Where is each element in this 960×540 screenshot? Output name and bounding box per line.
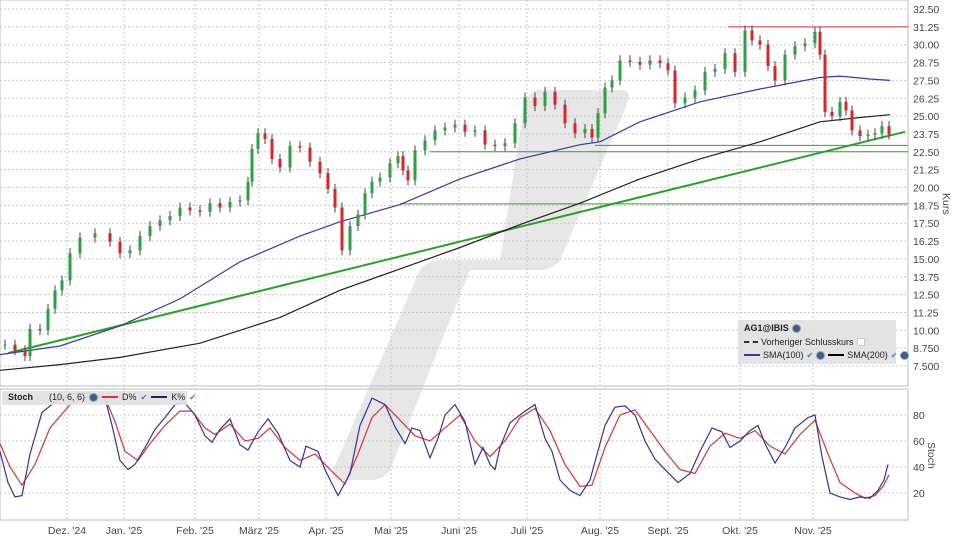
dashed-line-icon: [744, 341, 758, 343]
prev-close-label: Vorheriger Schlusskurs: [761, 337, 854, 347]
time-tick-label: Juni '25: [441, 525, 477, 537]
sma200-label: SMA(200): [847, 350, 888, 360]
prev-close-checkbox[interactable]: [856, 338, 865, 346]
price-tick-label: 25.00: [913, 111, 939, 123]
price-tick-label: 15.00: [913, 254, 939, 266]
price-tick-label: 7.500: [913, 361, 939, 373]
time-tick-label: Nov. '25: [794, 525, 832, 537]
time-tick-label: Sept. '25: [647, 525, 688, 537]
horizontal-support-resistance-lines: [7, 26, 908, 355]
price-tick-label: 28.75: [913, 58, 939, 70]
price-tick-label: 21.25: [913, 165, 939, 177]
stochastic-lines: [0, 392, 890, 501]
stoch-settings-icon[interactable]: [89, 392, 99, 402]
sma100-line: [0, 75, 891, 356]
stoch-grid: [0, 414, 908, 494]
price-tick-label: 13.75: [913, 272, 939, 284]
stoch-params: (10, 6, 6): [49, 392, 86, 402]
stoch-k-line: [0, 392, 889, 501]
price-tick-label: 12.50: [913, 290, 939, 302]
time-tick-label: Aug. '25: [581, 525, 619, 537]
stoch-tick-label: 40: [913, 462, 925, 474]
price-grid: [0, 8, 908, 367]
d-label: D%: [122, 392, 137, 402]
sma100-line-icon: [744, 354, 760, 356]
price-tick-label: 23.75: [913, 129, 939, 141]
price-tick-label: 11.25: [913, 307, 939, 319]
time-tick-label: März '25: [239, 525, 279, 537]
k-line-icon: [151, 396, 168, 398]
price-tick-label: 20.00: [913, 183, 939, 195]
stoch-axis-title: Stoch: [925, 442, 937, 469]
time-tick-label: Mai '25: [374, 525, 408, 537]
k-label: K%: [171, 392, 186, 402]
sma100-label: SMA(100): [763, 350, 804, 360]
stoch-name: Stoch: [8, 392, 34, 402]
stoch-tick-label: 80: [913, 410, 925, 422]
stoch-legend: Stoch (10, 6, 6) D% ✔ K% ✔: [2, 391, 196, 405]
stoch-panel: [0, 388, 909, 521]
price-tick-label: 27.50: [913, 75, 939, 87]
price-tick-label: 30.00: [913, 40, 939, 52]
price-axis-ticks: 32.50 31.25 30.00 28.75 27.50 26.25 25.00 23.75…: [913, 4, 939, 373]
time-tick-label: Dez. '24: [48, 525, 86, 537]
stoch-tick-label: 20: [913, 488, 925, 500]
d-checkmark-icon[interactable]: ✔: [140, 392, 148, 402]
price-axis-title: Kurs: [940, 193, 952, 215]
trendline: [7, 130, 906, 355]
price-tick-label: 26.25: [913, 93, 939, 105]
sma100-checkmark-icon[interactable]: ✔: [806, 350, 814, 360]
sma200-settings-icon[interactable]: [900, 350, 910, 360]
stoch-axis-ticks: 80 60 40 20: [913, 410, 925, 500]
price-tick-label: 10.00: [913, 325, 939, 337]
sma100-settings-icon[interactable]: [816, 350, 826, 360]
time-tick-label: Feb. '25: [176, 525, 214, 537]
price-tick-label: 18.75: [913, 200, 939, 212]
time-tick-label: Juli '25: [511, 525, 544, 537]
k-checkmark-icon[interactable]: ✔: [189, 392, 196, 402]
price-tick-label: 16.25: [913, 236, 939, 248]
time-tick-label: Okt. '25: [722, 525, 758, 537]
price-tick-label: 22.50: [913, 147, 939, 159]
time-tick-label: Apr. '25: [308, 525, 343, 537]
moving-average-lines: [0, 75, 891, 371]
watermark-logo: [332, 90, 629, 480]
time-tick-label: Jan. '25: [106, 525, 143, 537]
settings-gear-icon[interactable]: [791, 323, 801, 333]
sma200-line: [0, 114, 891, 371]
symbol-label: AG1@IBIS: [744, 323, 789, 333]
d-line-icon: [102, 396, 119, 398]
stoch-tick-label: 60: [913, 436, 925, 448]
price-tick-label: 8.750: [913, 343, 939, 355]
stoch-d-line: [0, 394, 890, 499]
sma200-line-icon: [828, 354, 845, 356]
price-legend: AG1@IBIS Vorheriger Schlusskurs SMA(100)…: [738, 320, 910, 364]
price-tick-label: 31.25: [913, 22, 939, 34]
time-grid: [66, 0, 814, 520]
candlesticks: [3, 25, 891, 362]
price-tick-label: 32.50: [913, 4, 939, 16]
time-axis-ticks: Dez. '24 Jan. '25 Feb. '25 März '25 Apr. '25…: [48, 525, 832, 537]
sma200-checkmark-icon[interactable]: ✔: [890, 350, 898, 360]
price-tick-label: 17.50: [913, 218, 939, 230]
